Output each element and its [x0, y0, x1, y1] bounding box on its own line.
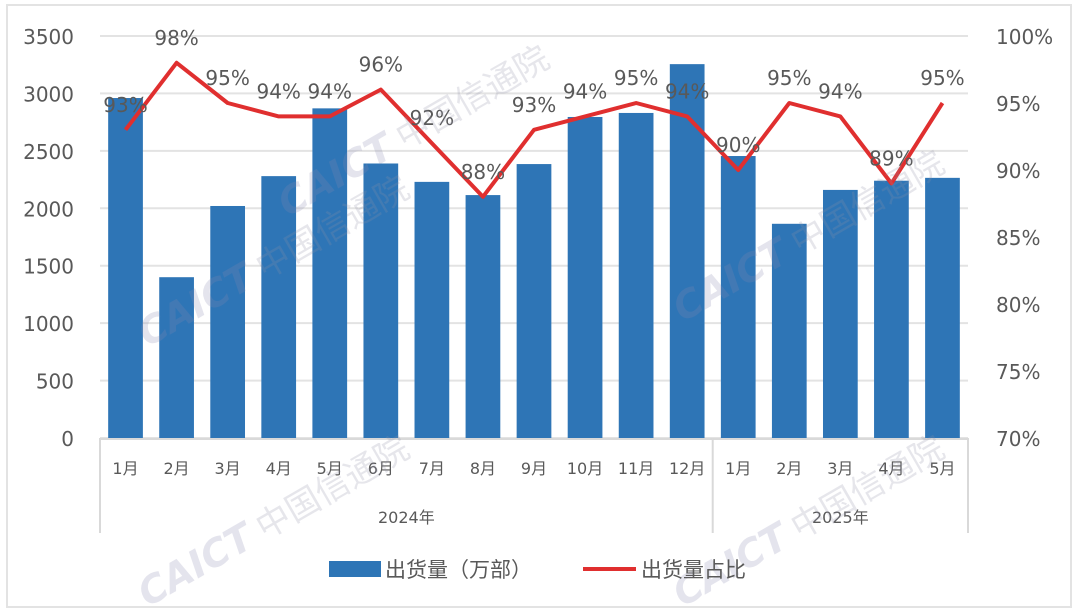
bar — [108, 98, 143, 438]
left-tick-label: 1500 — [23, 255, 74, 279]
bar — [720, 156, 756, 439]
bar — [822, 189, 858, 438]
left-tick-label: 500 — [36, 370, 74, 394]
bar — [874, 180, 909, 438]
svg-text:中国信通院: 中国信通院 — [249, 428, 416, 548]
data-label: 92% — [410, 106, 454, 130]
data-labels: 93% 98% 95% 94% 94% 96% 92% 88% 93% 94% 95% 94% 90% 9… — [103, 26, 964, 184]
left-tick-label: 2500 — [23, 140, 74, 164]
svg-text:CAICT: CAICT — [130, 513, 263, 615]
data-label: 93% — [512, 93, 556, 117]
data-label: 94% — [818, 79, 862, 103]
line-series — [123, 60, 945, 199]
data-label: 89% — [869, 146, 913, 170]
x-group-label: 2024年 — [378, 508, 435, 527]
left-axis-ticks: 0 500 1000 1500 2000 2500 3000 3500 — [23, 25, 74, 451]
right-tick-label: 85% — [996, 226, 1040, 250]
x-tick-label: 9月 — [521, 459, 547, 478]
right-axis-ticks: 70% 75% 80% 85% 90% 95% 100% — [996, 25, 1053, 451]
left-tick-label: 2000 — [23, 197, 74, 221]
x-tick-label: 3月 — [215, 459, 241, 478]
bar — [465, 195, 501, 438]
data-label: 94% — [563, 79, 607, 103]
bar — [771, 223, 807, 438]
bar — [567, 116, 603, 438]
legend-bar-label: 出货量（万部） — [385, 558, 532, 582]
legend: 出货量（万部） 出货量占比 — [329, 558, 746, 582]
x-tick-label: 12月 — [669, 459, 705, 478]
right-tick-label: 75% — [996, 360, 1040, 384]
data-label: 96% — [359, 53, 403, 77]
x-tick-label: 2月 — [776, 459, 802, 478]
bar — [925, 177, 960, 438]
bar — [363, 163, 399, 438]
x-tick-label: 6月 — [368, 459, 394, 478]
bar — [312, 108, 348, 439]
data-label: 93% — [103, 93, 147, 117]
x-tick-label: 5月 — [929, 459, 955, 478]
bar — [210, 205, 246, 438]
data-label: 94% — [256, 79, 300, 103]
x-tick-label: 4月 — [878, 459, 904, 478]
x-group-label: 2025年 — [812, 508, 869, 527]
data-label: 90% — [716, 133, 760, 157]
right-tick-label: 80% — [996, 293, 1040, 317]
data-label: 94% — [308, 79, 352, 103]
data-label: 88% — [461, 160, 505, 184]
x-tick-label: 1月 — [725, 459, 751, 478]
x-tick-label: 1月 — [112, 459, 138, 478]
x-axis: 1月 2月 3月 4月 5月 6月 7月 8月 9月 10月 11月 12月 2024年 1月 2月 3月 4月… — [99, 438, 969, 533]
bar — [618, 112, 654, 438]
data-label: 98% — [154, 26, 198, 50]
legend-bar-swatch — [329, 561, 381, 577]
right-tick-label: 70% — [996, 427, 1040, 451]
data-label: 95% — [920, 66, 964, 90]
data-label: 95% — [205, 66, 249, 90]
x-tick-label: 4月 — [266, 459, 292, 478]
x-tick-label: 8月 — [470, 459, 496, 478]
left-tick-label: 1000 — [23, 312, 74, 336]
left-tick-label: 0 — [61, 427, 74, 451]
data-label: 95% — [614, 66, 658, 90]
data-label: 95% — [767, 66, 811, 90]
bar-series — [108, 64, 960, 439]
left-tick-label: 3500 — [23, 25, 74, 49]
x-tick-label: 7月 — [419, 459, 445, 478]
svg-text:中国信通院: 中国信通院 — [784, 428, 951, 548]
bar — [669, 64, 705, 438]
bar — [261, 176, 297, 438]
left-tick-label: 3000 — [23, 82, 74, 106]
x-tick-label: 2月 — [163, 459, 189, 478]
bar — [159, 277, 194, 438]
right-tick-label: 95% — [996, 92, 1040, 116]
legend-line-label: 出货量占比 — [641, 558, 746, 582]
share-line — [123, 60, 945, 199]
x-tick-label: 3月 — [827, 459, 853, 478]
x-tick-label: 10月 — [567, 459, 603, 478]
right-tick-label: 100% — [996, 25, 1053, 49]
bar — [414, 181, 450, 438]
x-tick-label: 11月 — [618, 459, 654, 478]
right-tick-label: 90% — [996, 159, 1040, 183]
data-label: 94% — [665, 79, 709, 103]
bar — [516, 164, 552, 438]
x-tick-label: 5月 — [317, 459, 343, 478]
